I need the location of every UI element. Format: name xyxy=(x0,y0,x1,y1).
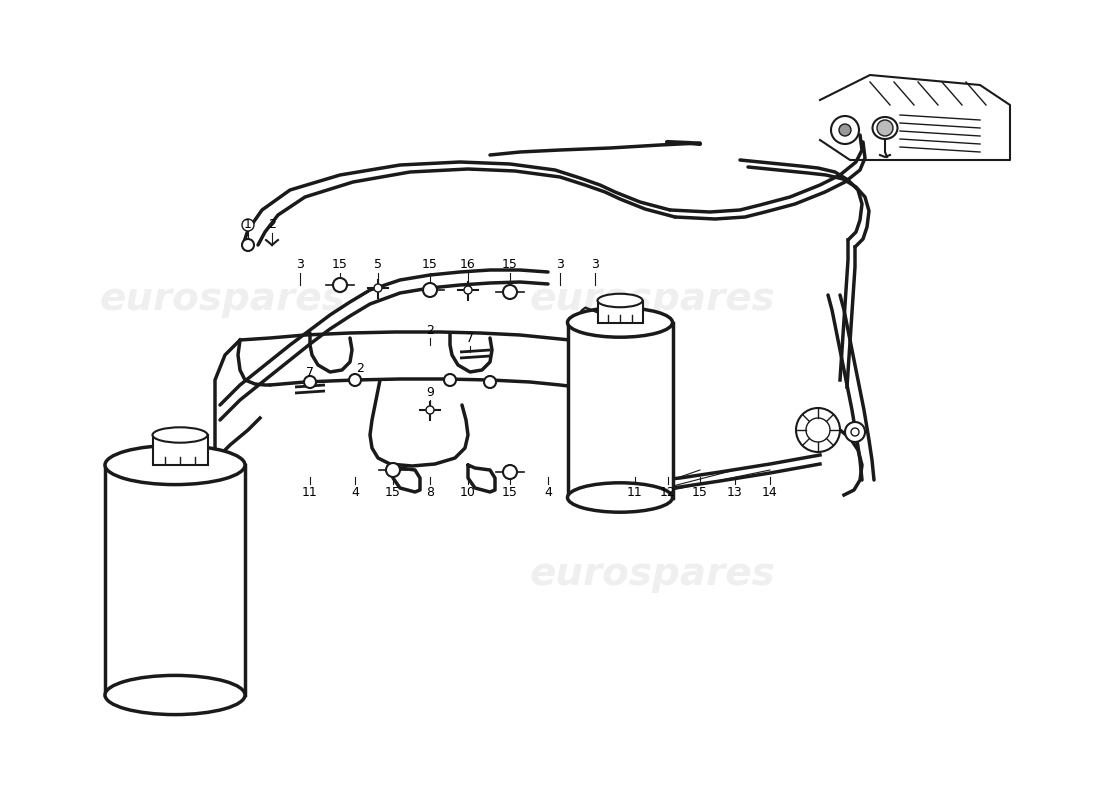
Text: 15: 15 xyxy=(422,258,438,271)
Circle shape xyxy=(426,406,434,414)
Bar xyxy=(104,465,245,695)
Circle shape xyxy=(386,463,400,477)
Ellipse shape xyxy=(568,482,672,512)
Circle shape xyxy=(830,116,859,144)
Ellipse shape xyxy=(104,446,245,485)
Text: 2: 2 xyxy=(426,323,433,337)
Circle shape xyxy=(242,239,254,251)
Bar xyxy=(568,322,672,498)
Ellipse shape xyxy=(568,308,672,338)
Text: 3: 3 xyxy=(296,258,304,271)
Circle shape xyxy=(484,376,496,388)
Circle shape xyxy=(845,422,865,442)
Circle shape xyxy=(374,284,382,292)
Circle shape xyxy=(503,285,517,299)
Text: 12: 12 xyxy=(660,486,675,498)
Circle shape xyxy=(444,374,456,386)
Text: 7: 7 xyxy=(306,366,313,378)
Circle shape xyxy=(877,120,893,136)
Text: 4: 4 xyxy=(544,486,552,498)
Circle shape xyxy=(242,219,254,231)
Text: 15: 15 xyxy=(502,486,518,498)
Bar xyxy=(153,435,208,465)
Text: eurospares: eurospares xyxy=(530,555,775,593)
Text: 11: 11 xyxy=(302,486,318,498)
Circle shape xyxy=(304,376,316,388)
Text: 16: 16 xyxy=(460,258,476,271)
Circle shape xyxy=(851,428,859,436)
Ellipse shape xyxy=(153,427,208,442)
Text: 15: 15 xyxy=(692,486,708,498)
Ellipse shape xyxy=(597,294,642,307)
Text: 13: 13 xyxy=(727,486,742,498)
Text: 7: 7 xyxy=(466,331,474,345)
Bar xyxy=(597,301,642,322)
Ellipse shape xyxy=(104,675,245,714)
Text: 15: 15 xyxy=(332,258,348,271)
Text: 4: 4 xyxy=(351,486,359,498)
Circle shape xyxy=(464,286,472,294)
Text: 10: 10 xyxy=(460,486,476,498)
Text: 2: 2 xyxy=(356,362,364,374)
Circle shape xyxy=(796,408,840,452)
Text: 14: 14 xyxy=(762,486,778,498)
Circle shape xyxy=(503,465,517,479)
Text: 5: 5 xyxy=(374,258,382,271)
Text: 1: 1 xyxy=(244,218,252,231)
Circle shape xyxy=(839,124,851,136)
Circle shape xyxy=(349,374,361,386)
Text: 8: 8 xyxy=(426,486,434,498)
Text: 15: 15 xyxy=(502,258,518,271)
Ellipse shape xyxy=(872,117,898,139)
Text: eurospares: eurospares xyxy=(100,280,345,318)
Text: 11: 11 xyxy=(627,486,642,498)
Circle shape xyxy=(424,283,437,297)
Text: 15: 15 xyxy=(385,486,400,498)
Text: 2: 2 xyxy=(268,218,276,231)
Text: eurospares: eurospares xyxy=(530,280,775,318)
Text: 9: 9 xyxy=(426,386,433,398)
Text: 3: 3 xyxy=(591,258,598,271)
Circle shape xyxy=(806,418,830,442)
Text: 3: 3 xyxy=(557,258,564,271)
Circle shape xyxy=(333,278,346,292)
